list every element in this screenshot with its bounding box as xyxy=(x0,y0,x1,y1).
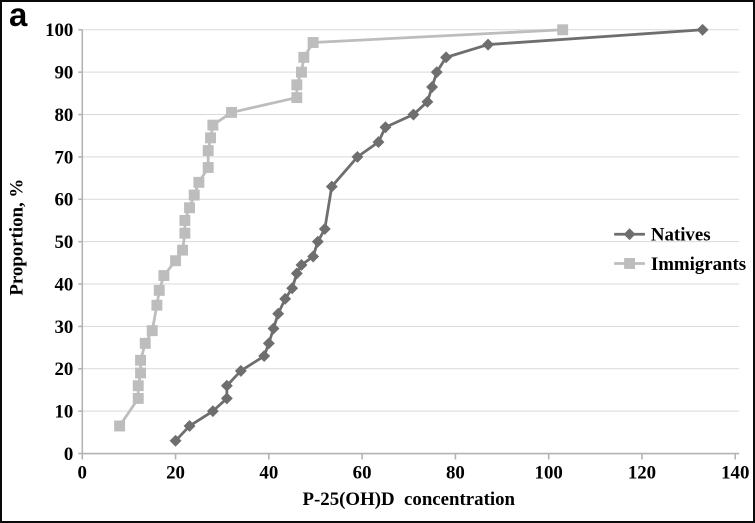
series-immigrants-marker xyxy=(205,132,216,144)
series-immigrants-marker xyxy=(296,66,307,78)
series-natives-marker xyxy=(295,259,308,271)
series-natives-marker xyxy=(267,322,280,335)
series-immigrants-marker xyxy=(135,367,147,379)
series-immigrants-marker xyxy=(139,337,151,349)
legend-marker-natives xyxy=(623,228,636,241)
series-immigrants-marker xyxy=(557,24,569,36)
y-tick-label: 80 xyxy=(55,105,74,126)
series-immigrants-marker xyxy=(291,92,303,104)
series-natives-marker xyxy=(272,307,285,320)
y-tick-label: 100 xyxy=(45,20,73,41)
series-immigrants-marker xyxy=(202,162,214,173)
y-tick-label: 20 xyxy=(55,359,74,380)
x-tick-label: 80 xyxy=(446,462,465,483)
y-tick-label: 10 xyxy=(55,402,74,423)
series-immigrants-marker xyxy=(170,255,182,267)
series-natives-marker xyxy=(426,81,439,93)
series-immigrants-marker xyxy=(307,37,319,48)
series-natives-marker xyxy=(482,38,495,51)
series-immigrants-marker xyxy=(135,354,147,366)
panel-label: a xyxy=(9,0,28,33)
series-natives-marker xyxy=(262,337,275,350)
series-immigrants xyxy=(114,24,569,432)
series-natives-marker xyxy=(696,23,709,36)
series-immigrants-marker xyxy=(114,420,126,432)
series-immigrants-line xyxy=(118,28,565,428)
x-tick-label: 40 xyxy=(259,462,278,483)
series-natives-marker xyxy=(318,222,331,235)
series-immigrants-marker xyxy=(184,202,196,214)
legend-label-natives: Natives xyxy=(651,225,711,246)
series-natives-line xyxy=(174,28,704,443)
series-immigrants-marker xyxy=(207,119,219,131)
series-immigrants-marker xyxy=(158,270,170,282)
series-natives-marker xyxy=(311,235,324,248)
series-immigrants-marker xyxy=(188,189,200,201)
y-tick-label: 50 xyxy=(55,232,74,253)
x-tick-label: 140 xyxy=(721,462,749,483)
x-tick-label: 100 xyxy=(535,462,563,483)
y-tick-label: 40 xyxy=(55,274,74,295)
series-immigrants-marker xyxy=(202,145,214,157)
legend-marker-immigrants xyxy=(624,258,636,269)
series-immigrants-marker xyxy=(132,380,144,392)
y-tick-label: 60 xyxy=(55,190,74,211)
series-natives-marker xyxy=(307,250,320,263)
y-tick-label: 30 xyxy=(55,317,74,338)
y-tick-label: 70 xyxy=(55,147,74,168)
series-natives-marker xyxy=(206,405,219,418)
series-immigrants-marker xyxy=(146,325,158,337)
series-immigrants-marker xyxy=(151,299,163,311)
x-axis-title: P-25(OH)D concentration xyxy=(303,489,516,510)
x-tick-label: 60 xyxy=(353,462,372,483)
series-immigrants-marker xyxy=(177,244,189,256)
series-natives-marker xyxy=(234,364,247,377)
series-natives-marker xyxy=(286,282,299,295)
series-natives-marker xyxy=(220,392,233,405)
series-natives-marker xyxy=(351,150,364,163)
x-tick-label: 120 xyxy=(628,462,656,483)
legend-item-immigrants: Immigrants xyxy=(614,254,746,275)
series-natives-marker xyxy=(440,51,453,64)
series-natives-marker xyxy=(372,136,385,149)
legend-item-natives: Natives xyxy=(614,225,711,246)
x-tick-label: 0 xyxy=(78,462,87,483)
series-immigrants-marker xyxy=(153,284,165,296)
series-immigrants-marker xyxy=(291,79,303,91)
legend-label-immigrants: Immigrants xyxy=(651,254,746,275)
series-immigrants-marker xyxy=(193,176,205,188)
y-tick-label: 90 xyxy=(55,63,74,84)
series-natives-marker xyxy=(421,95,434,108)
series-natives-marker xyxy=(379,121,392,134)
y-axis-title: Proportion, % xyxy=(7,179,28,296)
series-immigrants-marker xyxy=(132,392,144,404)
y-tick-label: 0 xyxy=(64,444,73,465)
series-immigrants-marker xyxy=(298,51,310,63)
series-natives-marker xyxy=(220,379,233,392)
series-immigrants-marker xyxy=(179,227,191,239)
series-immigrants-marker xyxy=(179,215,191,226)
x-tick-label: 20 xyxy=(166,462,185,483)
series-immigrants-marker xyxy=(226,106,237,118)
